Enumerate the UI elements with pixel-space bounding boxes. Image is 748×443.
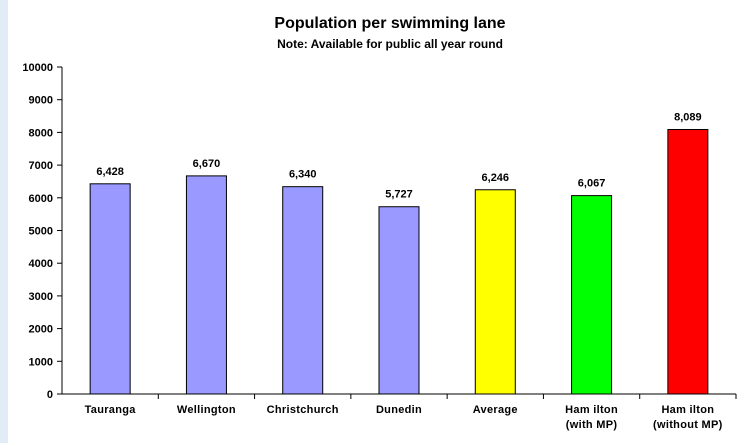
y-tick-label: 7000 [29, 160, 53, 172]
bar [89, 183, 131, 395]
bar [185, 175, 227, 395]
y-tick-label: 9000 [29, 95, 53, 107]
bar [571, 195, 613, 395]
category-label: Ham ilton [565, 404, 618, 416]
category-label: Average [473, 404, 518, 416]
y-tick-label: 5000 [29, 226, 53, 238]
category-label: Dunedin [376, 404, 422, 416]
plot-area: 0 1000 2000 3000 4000 5000 6000 7000 8000 9000 100… [22, 62, 737, 431]
y-tick-label: 6000 [29, 193, 53, 205]
data-label: 6,670 [193, 158, 221, 170]
data-label: 5,727 [385, 189, 413, 201]
left-edge-decoration [0, 0, 8, 443]
category-label: (with MP) [566, 419, 618, 431]
category-label: Ham ilton [661, 404, 714, 416]
data-label: 6,067 [578, 178, 606, 190]
chart-subtitle: Note: Available for public all year roun… [277, 37, 503, 51]
data-label: 8,089 [674, 111, 702, 123]
category-label: Christchurch [267, 404, 339, 416]
y-tick-label: 2000 [29, 324, 53, 336]
bar [667, 128, 709, 395]
category-label: Wellington [177, 404, 236, 416]
data-label: 6,246 [482, 172, 510, 184]
y-tick-label: 0 [47, 389, 53, 401]
category-label: (without MP) [653, 419, 723, 431]
y-tick-label: 3000 [29, 291, 53, 303]
data-label: 6,340 [289, 169, 317, 181]
y-tick-label: 10000 [22, 62, 53, 74]
category-label: Tauranga [85, 404, 137, 416]
y-tick-label: 8000 [29, 127, 53, 139]
bar [474, 189, 516, 395]
bar [378, 206, 420, 395]
data-label: 6,428 [96, 166, 124, 178]
bar [282, 186, 324, 395]
y-tick-label: 1000 [29, 356, 53, 368]
y-tick-label: 4000 [29, 258, 53, 270]
chart-title: Population per swimming lane [274, 15, 505, 32]
